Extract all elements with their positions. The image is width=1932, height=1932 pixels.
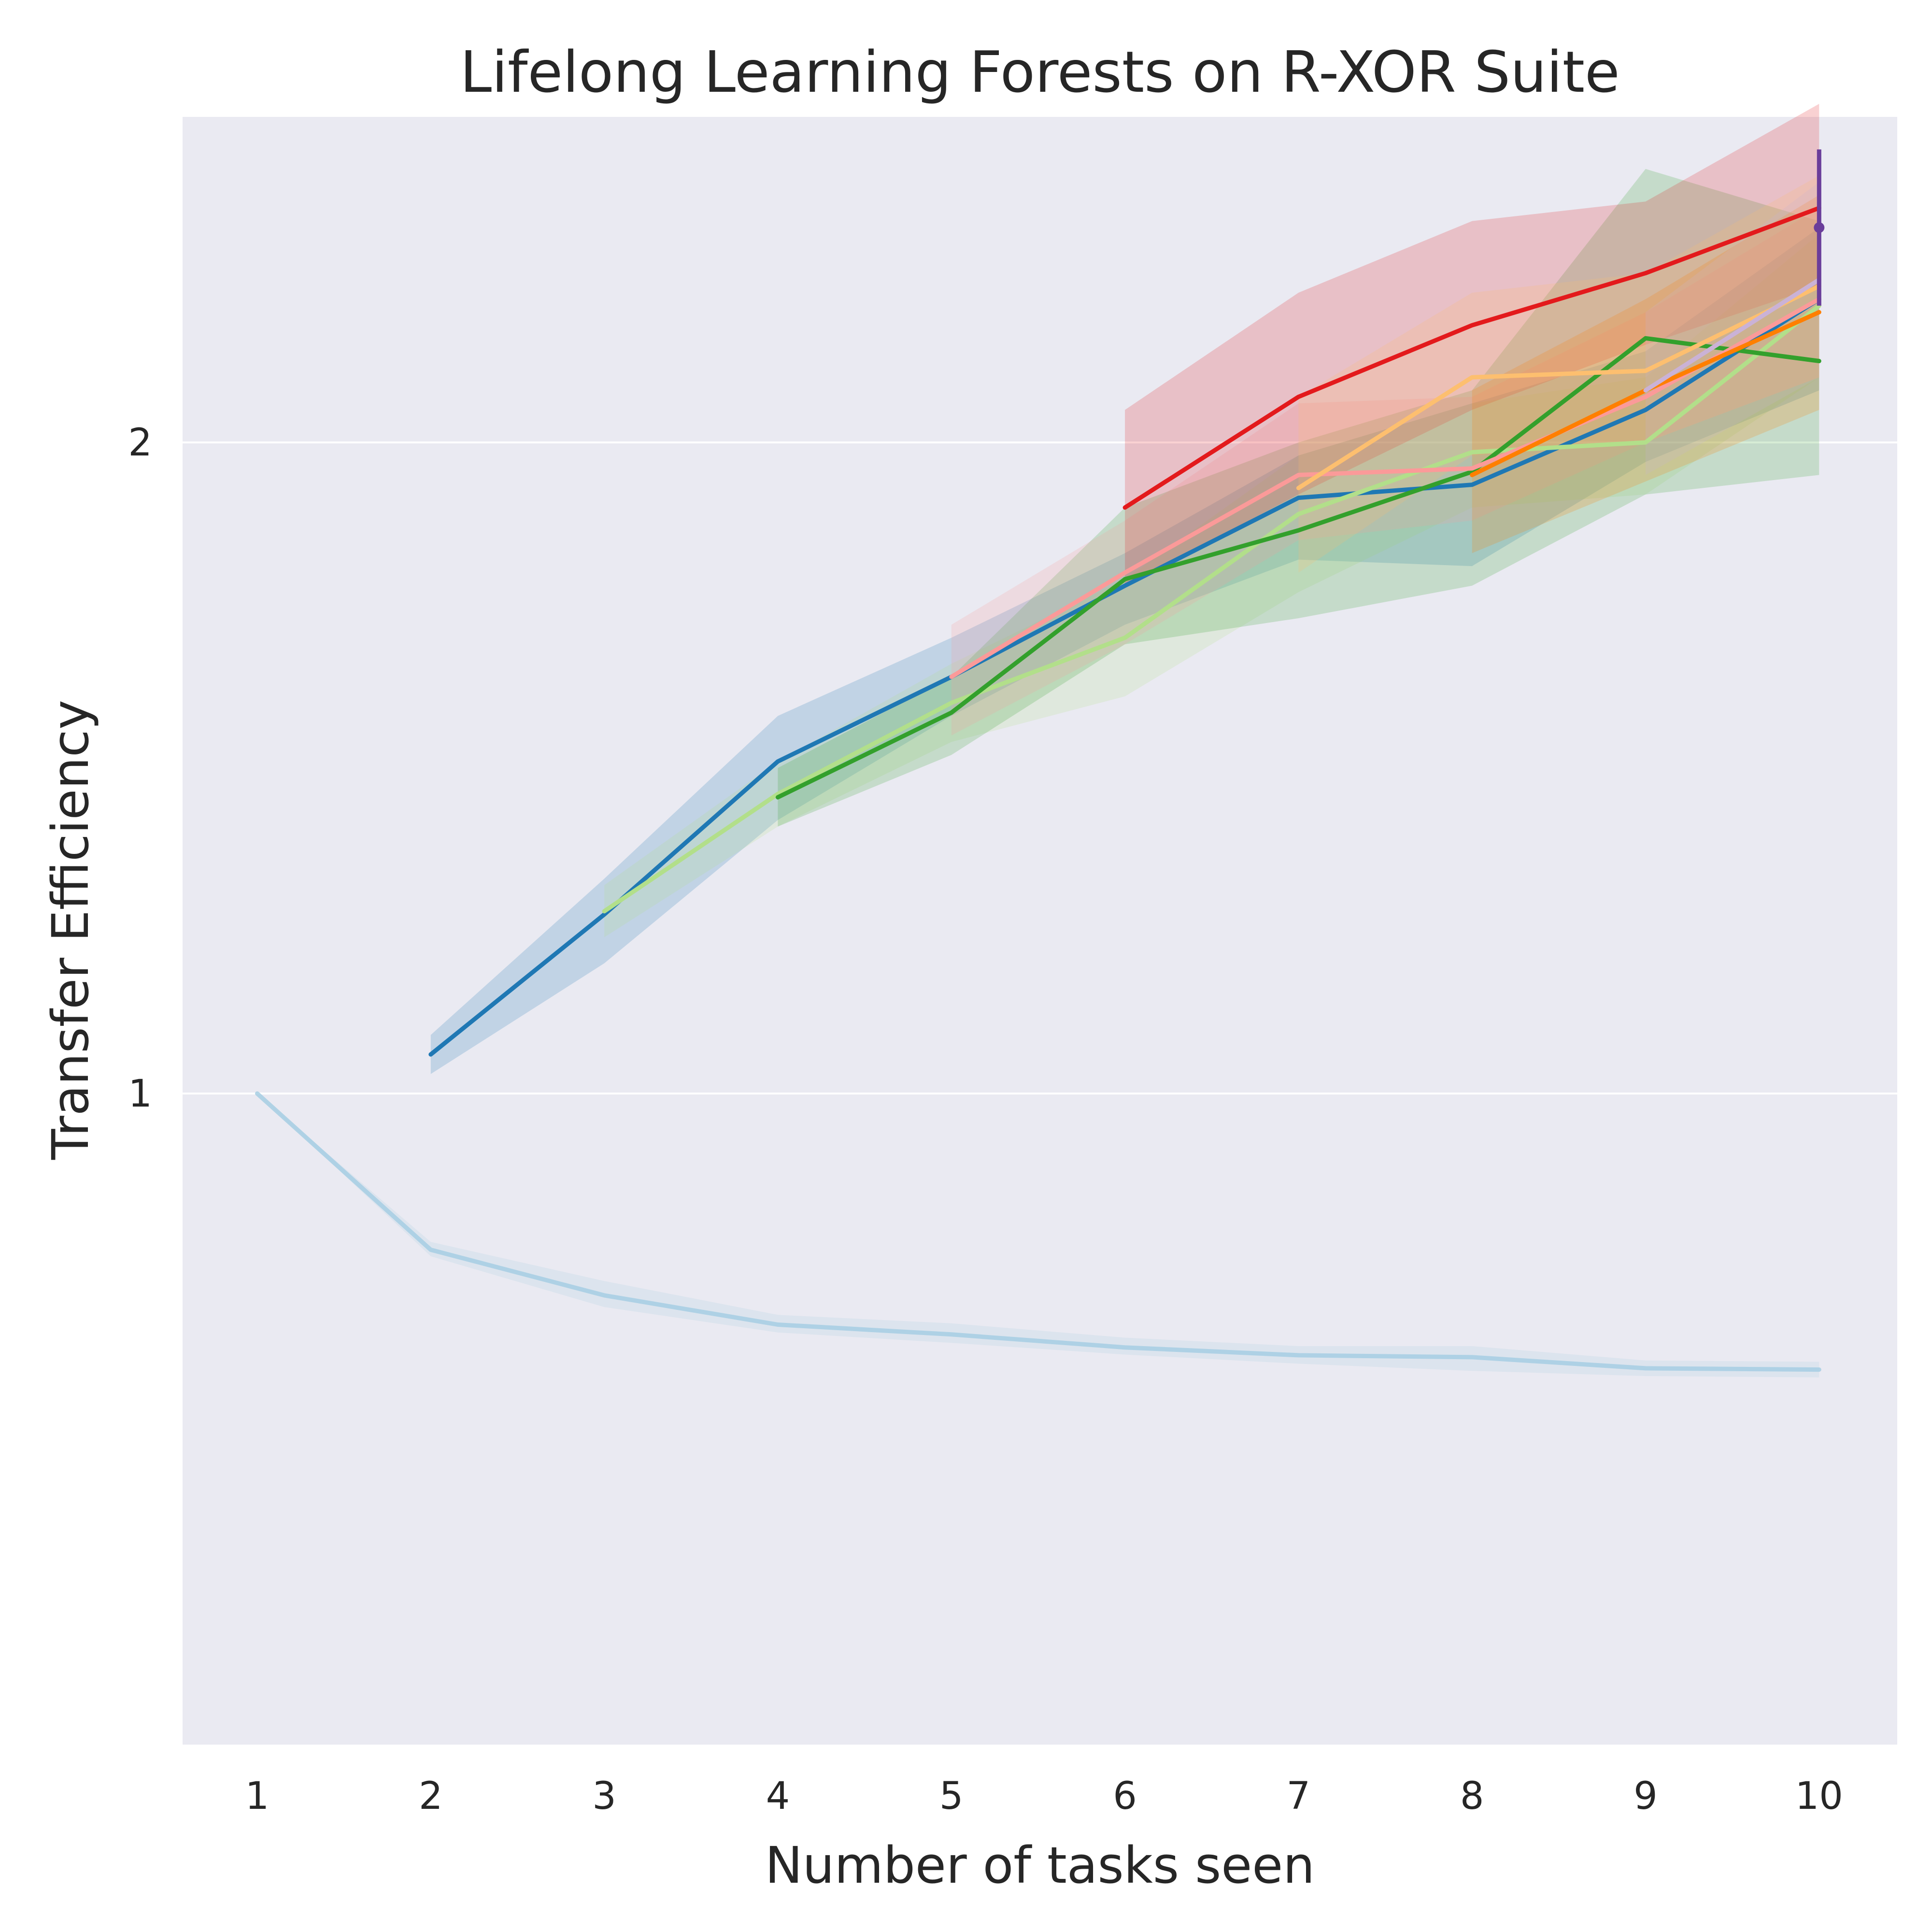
series-line-4 [775, 336, 1821, 800]
x-tick-label: 4 [766, 1775, 790, 1818]
confidence-band-2 [430, 227, 1819, 1074]
series-point-10 [1814, 222, 1825, 233]
series-line-1 [255, 1091, 1821, 1372]
x-tick-label: 8 [1460, 1775, 1484, 1818]
series-line-7 [1296, 284, 1821, 490]
x-tick-label: 2 [419, 1775, 443, 1818]
confidence-band-8 [1472, 195, 1819, 554]
y-tick-label: 1 [128, 1072, 152, 1116]
series-line-3 [602, 303, 1821, 914]
tick-labels: 1 2 1 2 3 4 5 6 7 8 9 10 [128, 421, 1843, 1818]
x-tick-label: 9 [1634, 1775, 1658, 1818]
x-tick-label: 7 [1287, 1775, 1311, 1818]
chart-title: Lifelong Learning Forests on R-XOR Suite [460, 39, 1619, 105]
series-lines [255, 149, 1825, 1372]
x-tick-label: 5 [939, 1775, 964, 1818]
confidence-band-6 [1125, 104, 1819, 586]
series-line-5 [949, 297, 1821, 679]
x-axis-label: Number of tasks seen [765, 1836, 1315, 1895]
y-axis-label: Transfer Efficiency [41, 700, 100, 1160]
series-line-9 [1643, 277, 1821, 393]
confidence-band-1 [257, 1094, 1819, 1378]
confidence-band-3 [604, 234, 1819, 938]
x-tick-label: 6 [1113, 1775, 1137, 1818]
x-tick-label: 1 [245, 1775, 270, 1818]
y-tick-label: 2 [128, 421, 152, 465]
plot-area [183, 117, 1897, 1745]
x-tick-label: 3 [592, 1775, 616, 1818]
series-line-2 [428, 297, 1821, 1057]
series-line-6 [1122, 206, 1821, 510]
x-tick-label: 10 [1795, 1775, 1843, 1818]
